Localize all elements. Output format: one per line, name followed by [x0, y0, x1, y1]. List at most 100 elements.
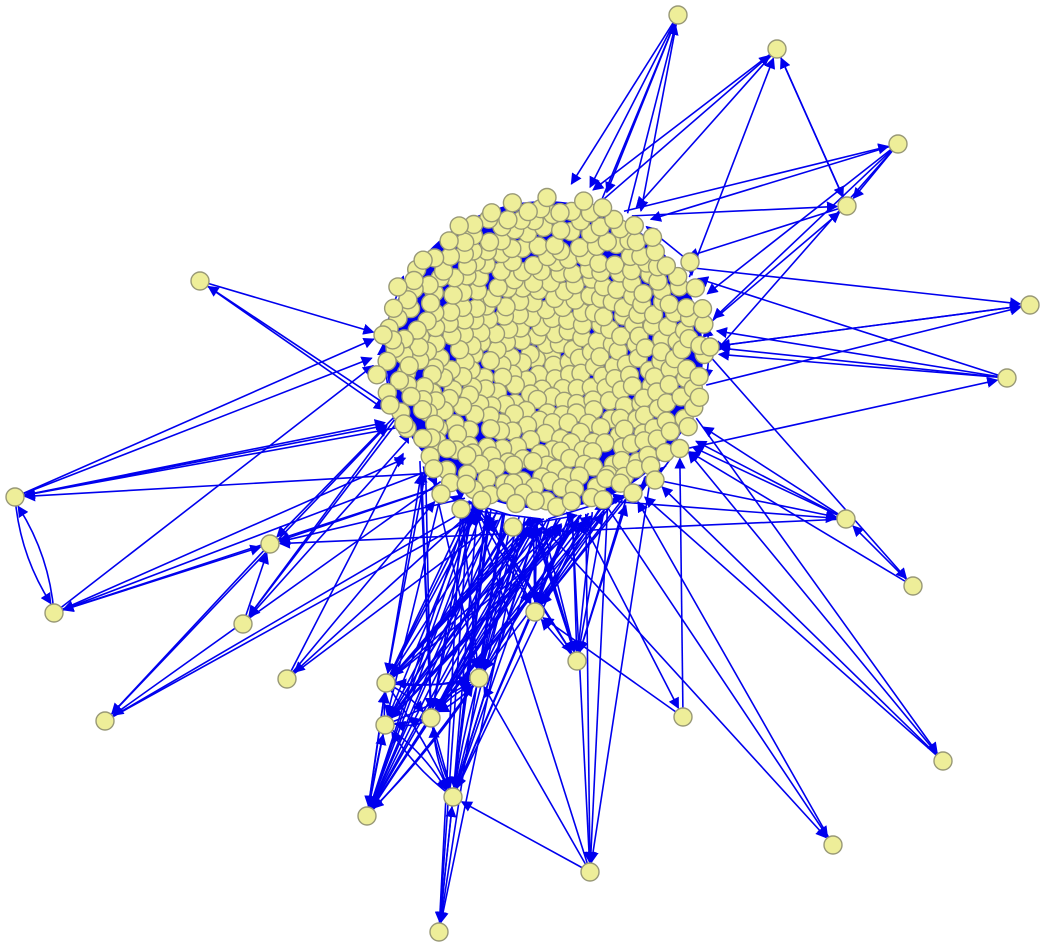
cluster-node	[592, 198, 613, 218]
edge	[780, 57, 848, 207]
edge	[852, 143, 899, 200]
edge	[367, 500, 472, 808]
edge	[540, 518, 578, 653]
cluster-node	[472, 490, 492, 510]
edge	[366, 526, 552, 817]
cluster-node	[685, 278, 706, 298]
edge	[702, 426, 847, 520]
outer-node	[525, 602, 545, 622]
edge	[652, 478, 838, 521]
cluster-node	[626, 232, 647, 252]
edge	[570, 14, 679, 185]
edge	[384, 525, 544, 726]
outer-node	[823, 835, 843, 855]
cluster-node	[593, 490, 613, 510]
edge	[635, 48, 778, 208]
cluster-node	[659, 294, 679, 314]
edge	[286, 452, 404, 680]
outer-node	[190, 271, 210, 291]
edge	[687, 451, 944, 762]
outer-node	[429, 922, 449, 942]
edge	[366, 512, 475, 817]
cluster-node	[401, 386, 421, 407]
outer-node	[1020, 295, 1040, 315]
edge	[248, 423, 397, 617]
outer-node	[903, 576, 923, 596]
cluster-node	[482, 203, 502, 223]
edge	[715, 327, 1008, 379]
edges-layer	[14, 14, 1031, 933]
outer-node	[680, 252, 700, 272]
edge	[852, 525, 914, 587]
cluster-node	[692, 299, 713, 319]
edge	[199, 280, 375, 335]
edge	[534, 518, 828, 839]
cluster-node	[367, 365, 387, 385]
edge	[104, 508, 469, 722]
outer-node	[357, 806, 377, 826]
outer-node	[503, 517, 523, 537]
edge	[368, 506, 485, 808]
cluster-node	[412, 400, 433, 420]
edge	[293, 504, 480, 674]
edge	[706, 143, 899, 295]
cluster-node	[502, 193, 523, 213]
edge	[714, 143, 899, 353]
outer-node	[668, 5, 688, 25]
edge	[691, 446, 847, 520]
edge	[539, 512, 590, 605]
edge	[708, 354, 908, 580]
edge	[540, 504, 612, 605]
edge	[637, 14, 679, 212]
edge	[712, 143, 899, 320]
edge	[637, 500, 834, 846]
edge	[104, 513, 481, 722]
cluster-node	[480, 351, 500, 371]
edge	[540, 499, 624, 605]
edge	[649, 143, 899, 222]
edge	[111, 543, 271, 715]
edge	[623, 143, 890, 213]
outer-node	[277, 669, 297, 689]
edge	[451, 677, 480, 789]
outer-node	[933, 751, 953, 771]
edge	[366, 524, 512, 817]
edge	[449, 508, 488, 789]
edge	[438, 805, 457, 933]
cluster-node	[624, 215, 644, 236]
edge	[592, 48, 778, 191]
cluster-node	[443, 285, 463, 305]
edge	[536, 517, 569, 604]
edge	[575, 507, 606, 653]
edge	[600, 54, 771, 202]
outer-node	[997, 368, 1017, 388]
edge	[390, 511, 498, 676]
cluster-node	[656, 256, 676, 276]
edge	[674, 457, 686, 718]
edge	[542, 617, 684, 718]
edge	[718, 343, 1008, 379]
cluster-node	[525, 491, 545, 511]
outer-node	[380, 395, 400, 415]
cluster-node	[456, 474, 476, 494]
edge	[14, 337, 375, 498]
edge	[577, 496, 628, 653]
edge	[385, 525, 533, 684]
edge	[686, 205, 848, 259]
edge	[709, 302, 1022, 348]
cluster-node	[479, 232, 500, 252]
edge	[384, 483, 445, 717]
edge	[661, 486, 944, 762]
outer-node	[567, 651, 587, 671]
outer-node	[376, 673, 396, 693]
edge	[17, 505, 55, 614]
cluster-node	[506, 493, 526, 514]
edge	[695, 440, 847, 520]
outer-node	[44, 603, 64, 623]
edge	[449, 504, 479, 789]
edge	[606, 506, 829, 838]
edge	[437, 517, 526, 924]
cluster-node	[457, 445, 477, 466]
edge	[571, 516, 595, 864]
